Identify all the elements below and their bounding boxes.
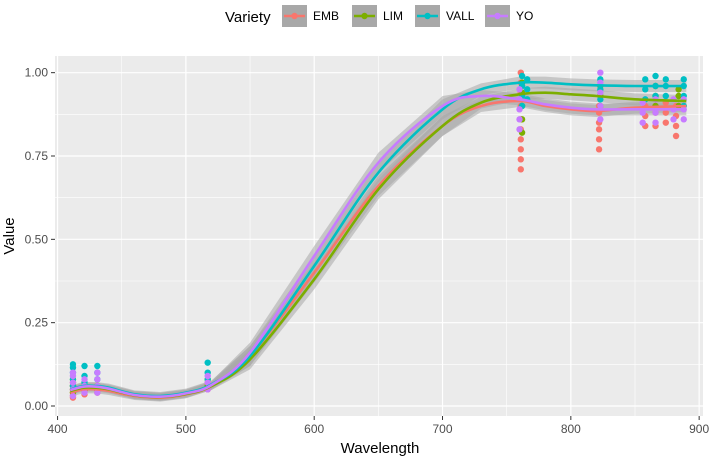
- legend-item-lim: LIM: [352, 5, 403, 27]
- point-vall: [662, 76, 669, 83]
- legend-label-vall: VALL: [446, 9, 475, 23]
- x-tick-label: 900: [689, 422, 709, 436]
- y-tick-label: 1.00: [25, 66, 49, 80]
- point-vall: [642, 76, 649, 83]
- legend-dot-emb: [291, 12, 298, 20]
- x-tick-label: 500: [176, 422, 196, 436]
- point-yo: [597, 116, 604, 123]
- point-vall: [69, 361, 77, 368]
- legend-items: EMB LIM VALL YO: [282, 5, 533, 27]
- legend-item-yo: YO: [485, 5, 533, 27]
- point-yo: [94, 376, 101, 383]
- x-axis-title: Wavelength: [341, 440, 420, 457]
- y-tick-label: 0.75: [25, 149, 49, 163]
- point-vall: [642, 86, 649, 93]
- point-yo: [516, 106, 523, 113]
- legend-label-lim: LIM: [383, 9, 403, 23]
- y-tick-label: 0.25: [25, 316, 49, 330]
- point-emb: [595, 136, 603, 143]
- point-vall: [652, 72, 659, 80]
- x-tick-label: 600: [304, 422, 324, 436]
- legend-item-vall: VALL: [415, 5, 475, 27]
- smooth-lines: [70, 80, 687, 400]
- point-lim: [675, 86, 682, 93]
- point-emb: [595, 126, 603, 133]
- point-yo: [652, 109, 659, 116]
- legend-label-yo: YO: [516, 9, 533, 23]
- grid-major: [55, 56, 703, 416]
- point-yo: [652, 119, 659, 126]
- x-tick-label: 800: [561, 422, 581, 436]
- point-vall: [518, 72, 526, 80]
- x-tick-label: 400: [48, 422, 68, 436]
- point-emb: [595, 146, 603, 153]
- point-yo: [516, 116, 523, 123]
- point-yo: [597, 89, 604, 96]
- point-vall: [680, 76, 687, 83]
- legend-dot-vall: [424, 12, 431, 20]
- point-lim: [675, 92, 682, 100]
- point-yo: [597, 102, 604, 110]
- point-yo: [639, 99, 646, 106]
- point-yo: [680, 116, 687, 123]
- point-yo: [81, 389, 88, 396]
- y-axis: 0.00 0.25 0.50 0.75 1.00: [25, 66, 55, 413]
- point-vall: [662, 92, 669, 100]
- point-yo: [69, 392, 77, 400]
- point-yo: [69, 369, 77, 376]
- point-vall: [204, 359, 211, 366]
- point-emb: [662, 119, 669, 126]
- point-yo: [639, 109, 646, 116]
- legend-dot-yo: [494, 12, 501, 20]
- y-tick-label: 0.50: [25, 232, 49, 246]
- point-vall: [94, 362, 101, 370]
- point-vall: [524, 86, 531, 93]
- x-tick-label: 700: [433, 422, 453, 436]
- point-yo: [204, 372, 211, 380]
- y-axis-title: Value: [1, 217, 18, 254]
- y-tick-label: 0.00: [25, 399, 49, 413]
- point-yo: [94, 389, 101, 396]
- line-emb: [70, 99, 687, 400]
- point-emb: [672, 132, 680, 140]
- legend-label-emb: EMB: [313, 9, 339, 23]
- legend-title: Variety: [225, 9, 271, 26]
- legend-item-emb: EMB: [282, 5, 339, 27]
- point-emb: [517, 166, 524, 173]
- point-yo: [516, 86, 523, 93]
- legend-dot-lim: [361, 12, 368, 20]
- point-emb: [517, 136, 524, 143]
- point-emb: [672, 122, 680, 130]
- point-emb: [662, 109, 669, 116]
- point-emb: [517, 156, 524, 163]
- point-emb: [517, 146, 524, 153]
- point-vall: [81, 362, 88, 370]
- point-yo: [94, 369, 101, 376]
- point-yo: [597, 69, 604, 76]
- x-axis: 400 500 600 700 800 900: [48, 416, 709, 436]
- point-yo: [81, 376, 88, 383]
- point-yo: [639, 119, 646, 126]
- point-yo: [670, 116, 677, 123]
- point-yo: [69, 379, 77, 386]
- line-yo: [70, 94, 687, 399]
- legend: Variety EMB LIM VALL YO: [225, 5, 533, 27]
- point-yo: [516, 126, 523, 133]
